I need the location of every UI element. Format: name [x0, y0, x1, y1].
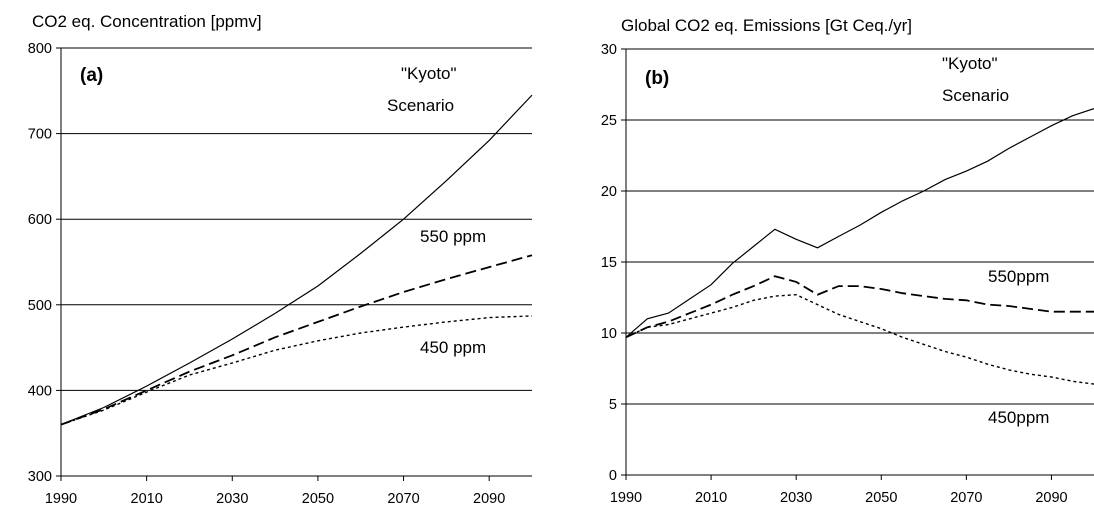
x-tick-label: 2010	[695, 490, 727, 506]
x-tick-label: 2010	[131, 491, 163, 507]
panel-a-x-ticks: 1990 2010 2030 2050 2070 2090	[45, 476, 505, 507]
chart-panel-b: Global CO2 eq. Emissions [Gt Ceq./yr] 0 5…	[601, 16, 1094, 506]
y-tick-label: 30	[601, 42, 617, 58]
panel-b-annotation-kyoto: "Kyoto"	[942, 54, 998, 73]
y-tick-label: 800	[28, 41, 52, 57]
panel-a-annotation-550: 550 ppm	[420, 227, 486, 246]
x-tick-label: 2030	[216, 491, 248, 507]
panel-b-y-ticks: 0 5 10 15 20 25 30	[601, 42, 626, 484]
series-line-dotted	[60, 315, 533, 426]
x-tick-label: 1990	[610, 490, 642, 506]
y-tick-label: 25	[601, 113, 617, 129]
panel-a-title: CO2 eq. Concentration [ppmv]	[32, 12, 262, 31]
y-tick-label: 20	[601, 184, 617, 200]
x-tick-label: 1990	[45, 491, 77, 507]
x-tick-label: 2070	[387, 491, 419, 507]
y-tick-label: 10	[601, 326, 617, 342]
series-line-dashed	[625, 275, 1094, 339]
x-tick-label: 2090	[1035, 490, 1067, 506]
y-tick-label: 300	[28, 469, 52, 485]
panel-a-annotation-450: 450 ppm	[420, 338, 486, 357]
x-tick-label: 2070	[950, 490, 982, 506]
series-line-dashed	[60, 254, 533, 426]
panel-b-x-ticks: 1990 2010 2030 2050 2070 2090	[610, 475, 1068, 506]
x-tick-label: 2090	[473, 491, 505, 507]
x-tick-label: 2050	[865, 490, 897, 506]
series-line-solid	[625, 108, 1094, 338]
y-tick-label: 500	[28, 298, 52, 314]
series-line-solid	[60, 94, 533, 426]
y-tick-label: 0	[609, 468, 617, 484]
panel-a-annotation-scenario: Scenario	[387, 96, 454, 115]
panel-b-label: (b)	[645, 68, 669, 89]
panel-b-annotation-450: 450ppm	[988, 408, 1049, 427]
y-tick-label: 600	[28, 212, 52, 228]
y-tick-label: 15	[601, 255, 617, 271]
panel-b-annotation-550: 550ppm	[988, 267, 1049, 286]
panel-b-title: Global CO2 eq. Emissions [Gt Ceq./yr]	[621, 16, 912, 35]
panel-b-annotation-scenario: Scenario	[942, 86, 1009, 105]
y-tick-label: 400	[28, 383, 52, 399]
panel-a-y-ticks: 300 400 500 600 700 800	[28, 41, 61, 485]
panel-a-annotation-kyoto: "Kyoto"	[401, 64, 457, 83]
series-line-dotted	[625, 293, 1094, 385]
x-tick-label: 2030	[780, 490, 812, 506]
panel-b-gridlines	[626, 48, 1094, 405]
panel-a-label: (a)	[80, 65, 103, 86]
panel-b-series	[625, 108, 1094, 385]
panel-a-series	[60, 94, 533, 426]
y-tick-label: 5	[609, 397, 617, 413]
x-tick-label: 2050	[302, 491, 334, 507]
panel-a-gridlines	[61, 47, 532, 391]
chart-panel-a: CO2 eq. Concentration [ppmv] 300 400 500 60…	[28, 12, 533, 507]
y-tick-label: 700	[28, 127, 52, 143]
